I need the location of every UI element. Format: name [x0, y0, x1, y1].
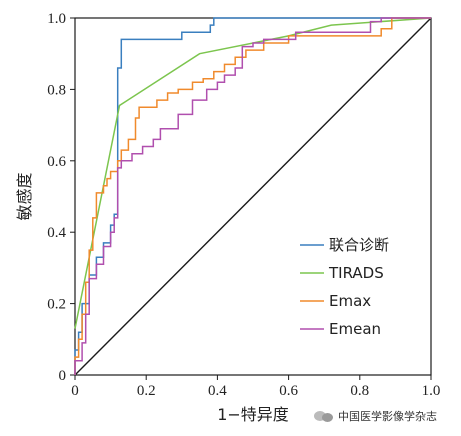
legend-label-4: Emean [329, 320, 381, 338]
x-tick-label: 0.8 [350, 383, 369, 399]
legend-label-2: TIRADS [328, 264, 384, 282]
x-tick-label: 1.0 [422, 383, 441, 399]
y-tick-label: 0.2 [47, 297, 66, 313]
legend-label-3: Emax [329, 292, 371, 310]
series-line-3 [74, 17, 431, 375]
y-tick-label: 0.8 [47, 82, 66, 98]
watermark-text: 中国医学影像学杂志 [338, 410, 437, 423]
x-axis-title: 1−特异度 [217, 405, 289, 424]
y-axis-title: 敏感度 [15, 172, 34, 220]
reference-diagonal [74, 17, 432, 376]
x-tick-label: 0.6 [279, 383, 298, 399]
y-tick-label: 1.0 [47, 11, 66, 27]
y-tick-label: 0 [59, 368, 67, 384]
y-tick-label: 0.6 [47, 154, 66, 170]
legend-label-1: 联合诊断 [329, 236, 389, 254]
x-tick-label: 0.2 [137, 383, 156, 399]
watermark: 中国医学影像学杂志 [314, 408, 437, 424]
x-tick-label: 0.4 [208, 383, 227, 399]
series-line-2 [74, 17, 432, 329]
y-tick-label: 0.4 [47, 225, 66, 241]
x-tick-label: 0 [71, 383, 79, 399]
series-line-4 [74, 17, 431, 375]
wechat-icon [314, 409, 334, 423]
